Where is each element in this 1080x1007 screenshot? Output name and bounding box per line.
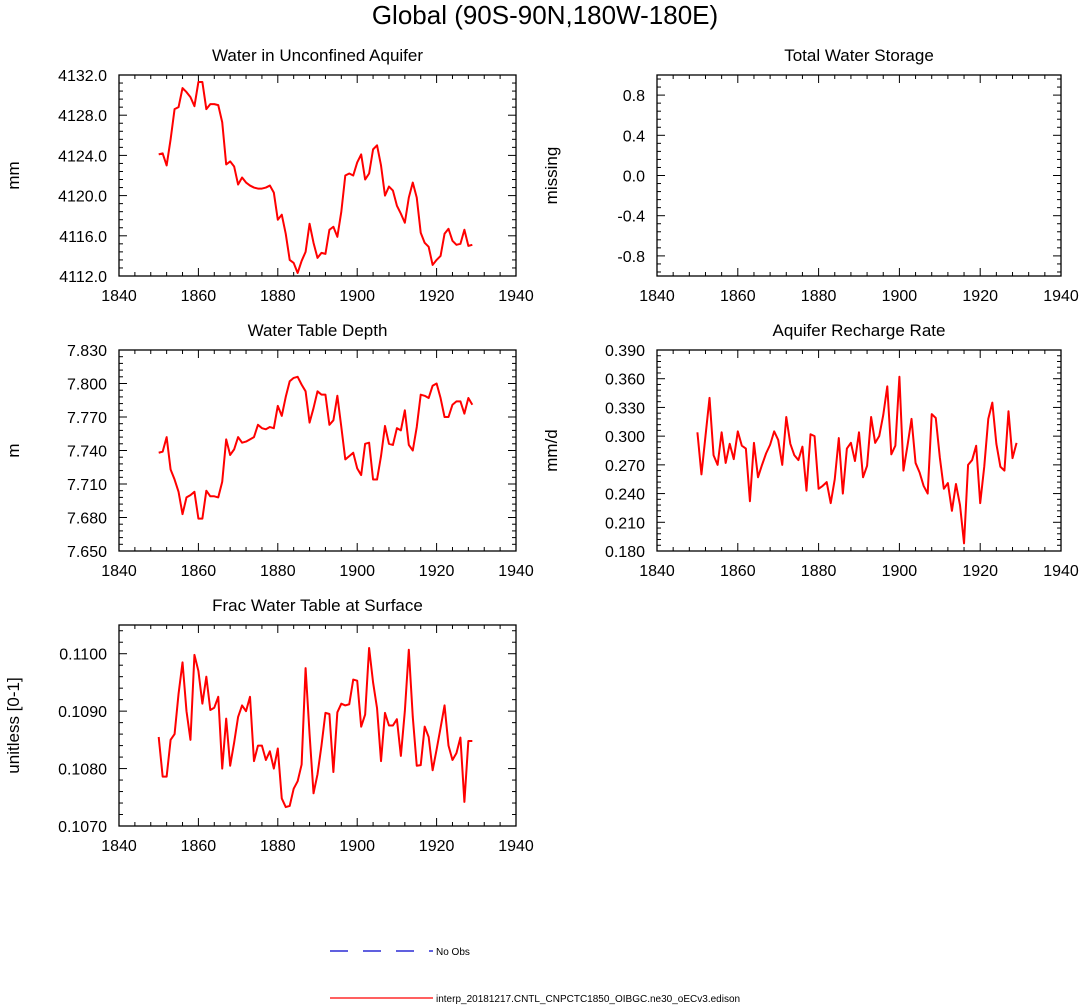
series-line-1 xyxy=(157,646,473,809)
y-tick-label: 0.330 xyxy=(605,400,645,417)
y-tick-label: 4116.0 xyxy=(59,229,107,246)
chart-panel-4: Aquifer Recharge Rate mm/d 1840 1860 1880 190… xyxy=(542,321,1079,580)
y-tick-label: 4120.0 xyxy=(58,189,107,206)
legend-model-label: interp_20181217.CNTL_CNPCTC1850_OIBGC.ne… xyxy=(436,994,740,1005)
y-tick-label: 7.800 xyxy=(67,377,107,394)
chart-panel-1: Water in Unconfined Aquifer mm 1840 1860 188… xyxy=(4,46,534,305)
chart-title: Water in Unconfined Aquifer xyxy=(212,46,423,65)
charts-container: Water in Unconfined Aquifer mm 1840 1860 188… xyxy=(4,46,1079,855)
y-tick-label: 7.710 xyxy=(67,477,107,494)
y-tick-label: 0.270 xyxy=(605,458,645,475)
x-tick-label: 1920 xyxy=(962,563,998,580)
y-axis-label: missing xyxy=(542,147,561,205)
plot-frame xyxy=(118,624,517,827)
y-tick-label: 0.1100 xyxy=(59,647,107,664)
y-tick-label: 7.680 xyxy=(67,511,107,528)
x-tick-label: 1920 xyxy=(419,563,455,580)
x-tick-label: 1940 xyxy=(1043,288,1079,305)
y-tick-label: 0.300 xyxy=(605,429,645,446)
x-tick-label: 1840 xyxy=(101,563,137,580)
legend: No Obs interp_20181217.CNTL_CNPCTC1850_O… xyxy=(330,947,740,1005)
y-tick-label: 7.650 xyxy=(67,544,107,561)
x-tick-label: 1860 xyxy=(181,838,217,855)
y-tick-label: -0.4 xyxy=(617,209,645,226)
series-line-1 xyxy=(158,375,474,520)
x-tick-label: 1860 xyxy=(720,288,756,305)
y-tick-label: 0.4 xyxy=(623,128,645,145)
chart-title: Aquifer Recharge Rate xyxy=(773,321,946,340)
y-tick-label: 0.8 xyxy=(623,88,645,105)
y-tick-label: 4128.0 xyxy=(58,108,107,125)
x-tick-label: 1840 xyxy=(101,838,137,855)
x-tick-label: 1940 xyxy=(498,288,534,305)
y-tick-label: 7.740 xyxy=(67,444,107,461)
x-tick-label: 1900 xyxy=(339,563,375,580)
y-tick-label: 4112.0 xyxy=(59,269,107,286)
chart-panel-5: Frac Water Table at Surface unitless [0-1… xyxy=(4,596,534,855)
y-tick-label: 0.1070 xyxy=(58,819,107,836)
x-tick-label: 1840 xyxy=(639,288,675,305)
x-tick-label: 1880 xyxy=(801,563,837,580)
x-tick-label: 1940 xyxy=(498,838,534,855)
chart-panel-3: Water Table Depth m 1840 1860 1880 1900 1920 19… xyxy=(4,321,534,580)
x-tick-label: 1880 xyxy=(260,563,296,580)
x-tick-label: 1920 xyxy=(419,838,455,855)
x-tick-label: 1880 xyxy=(801,288,837,305)
y-axis-label: unitless [0-1] xyxy=(4,677,23,773)
chart-title: Water Table Depth xyxy=(248,321,388,340)
x-tick-label: 1900 xyxy=(882,563,918,580)
y-axis-label: mm/d xyxy=(542,429,561,472)
series-line-1 xyxy=(696,375,1018,545)
chart-title: Total Water Storage xyxy=(784,46,934,65)
y-tick-label: 4124.0 xyxy=(58,148,107,165)
y-tick-label: -0.8 xyxy=(617,249,645,266)
y-tick-label: 0.180 xyxy=(605,544,645,561)
x-tick-label: 1860 xyxy=(181,563,217,580)
legend-no-obs-label: No Obs xyxy=(436,947,470,958)
y-tick-label: 4132.0 xyxy=(58,68,107,85)
x-tick-label: 1900 xyxy=(339,288,375,305)
x-tick-label: 1860 xyxy=(181,288,217,305)
plot-frame xyxy=(656,349,1062,552)
plot-frame xyxy=(118,74,517,277)
x-tick-label: 1880 xyxy=(260,838,296,855)
y-tick-label: 0.360 xyxy=(605,372,645,389)
x-tick-label: 1920 xyxy=(419,288,455,305)
y-tick-label: 0.390 xyxy=(605,343,645,360)
x-tick-label: 1840 xyxy=(101,288,137,305)
x-tick-label: 1860 xyxy=(720,563,756,580)
chart-title: Frac Water Table at Surface xyxy=(212,596,423,615)
y-axis-label: mm xyxy=(4,161,23,189)
x-tick-label: 1940 xyxy=(498,563,534,580)
x-tick-label: 1840 xyxy=(639,563,675,580)
y-tick-label: 0.1090 xyxy=(58,704,107,721)
series-line-1 xyxy=(158,81,473,274)
y-axis-label: m xyxy=(4,443,23,457)
chart-panel-2: Total Water Storage missing 1840 1860 1880 19… xyxy=(542,46,1079,305)
figure-title: Global (90S-90N,180W-180E) xyxy=(372,0,718,30)
y-tick-label: 7.770 xyxy=(67,410,107,427)
y-tick-label: 0.240 xyxy=(605,487,645,504)
x-tick-label: 1900 xyxy=(339,838,375,855)
x-tick-label: 1940 xyxy=(1043,563,1079,580)
y-tick-label: 7.830 xyxy=(67,343,107,360)
y-tick-label: 0.210 xyxy=(605,515,645,532)
y-tick-label: 0.1080 xyxy=(58,762,107,779)
x-tick-label: 1880 xyxy=(260,288,296,305)
plot-frame xyxy=(118,349,517,552)
plot-frame xyxy=(656,74,1062,277)
x-tick-label: 1920 xyxy=(962,288,998,305)
x-tick-label: 1900 xyxy=(882,288,918,305)
y-tick-label: 0.0 xyxy=(623,169,645,186)
